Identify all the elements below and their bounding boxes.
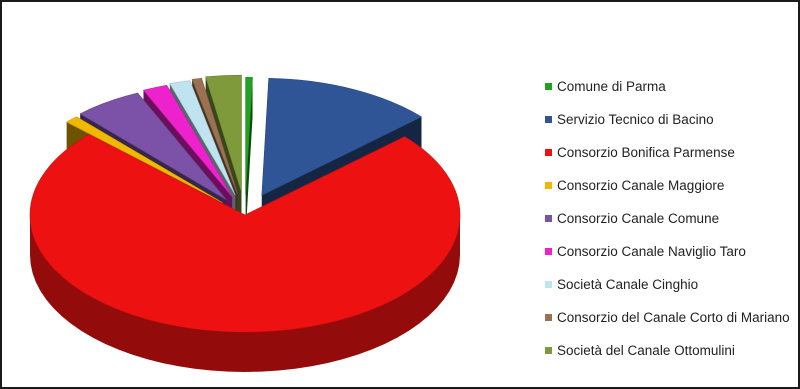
legend-entry: Consorzio Bonifica Parmense [545, 142, 790, 162]
legend-swatch [545, 347, 552, 355]
pie-slice-comune-di-parma [245, 77, 253, 195]
legend-label: Consorzio del Canale Corto di Mariano [557, 310, 790, 326]
pie-slice-societ-del-canale-ottomulini [205, 74, 242, 193]
legend-swatch [545, 247, 552, 255]
legend-entry: Società Canale Cinghio [545, 275, 790, 295]
legend-entry: Servizio Tecnico di Bacino [545, 109, 790, 129]
legend-entry: Comune di Parma [545, 76, 790, 96]
legend-entry: Società del Canale Ottomulini [545, 341, 790, 361]
legend-entry: Consorzio Canale Naviglio Taro [545, 241, 790, 261]
pie-slice-consorzio-canale-maggiore [65, 116, 223, 203]
pie-slice-consorzio-canale-naviglio-taro [142, 84, 233, 197]
pie-slice-societ-canale-cinghio [169, 80, 236, 196]
pie-slice-consorzio-bonifica-parmense-side [30, 215, 460, 372]
legend-swatch [545, 314, 552, 322]
legend-swatch [545, 181, 552, 189]
legend-label: Consorzio Canale Maggiore [557, 177, 725, 193]
legend-label: Consorzio Bonifica Parmense [557, 144, 735, 160]
legend-swatch [545, 148, 552, 156]
legend-entry: Consorzio Canale Comune [545, 208, 790, 228]
pie-slice-comune-di-parma-wall [245, 77, 253, 235]
pie-slice-consorzio-del-canale-corto-di-mariano [191, 77, 238, 194]
pie-slice-servizio-tecnico-di-bacino [261, 78, 423, 196]
legend-swatch [545, 281, 552, 289]
chart-legend: Comune di Parma Servizio Tecnico di Baci… [545, 76, 790, 374]
legend-label: Società Canale Cinghio [557, 277, 699, 293]
legend-label: Consorzio Canale Naviglio Taro [557, 243, 746, 259]
legend-label: Comune di Parma [557, 78, 666, 94]
legend-label: Consorzio Canale Comune [557, 210, 720, 226]
legend-label: Servizio Tecnico di Bacino [557, 111, 714, 127]
pie-slice-consorzio-canale-comune [79, 92, 227, 200]
legend-label: Società del Canale Ottomulini [557, 343, 735, 359]
legend-swatch [545, 214, 552, 222]
legend-swatch [545, 82, 552, 90]
legend-entry: Consorzio Canale Maggiore [545, 175, 790, 195]
legend-swatch [545, 115, 552, 123]
pie-slice-consorzio-bonifica-parmense [29, 134, 461, 333]
legend-entry: Consorzio del Canale Corto di Mariano [545, 308, 790, 328]
